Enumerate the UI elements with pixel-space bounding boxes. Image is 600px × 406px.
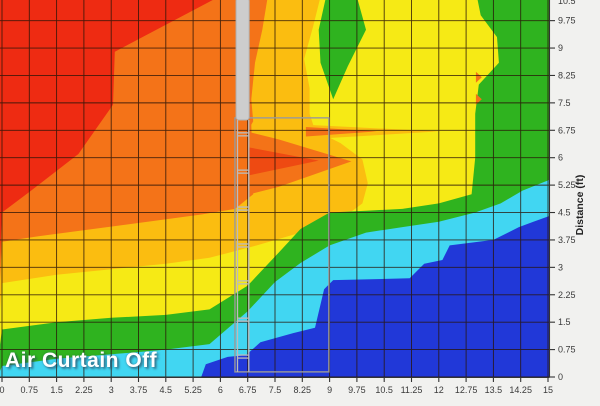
x-tick-label: 3 — [109, 385, 114, 395]
y-tick-label: 9 — [558, 43, 563, 53]
x-tick-label: 7.5 — [269, 385, 282, 395]
x-tick-label: 3.75 — [130, 385, 148, 395]
y-tick-label: 7.5 — [558, 98, 571, 108]
door-ladder — [236, 120, 250, 372]
x-tick-label: 6 — [218, 385, 223, 395]
x-tick-label: 1.5 — [50, 385, 63, 395]
x-tick-label: 2.25 — [75, 385, 93, 395]
x-tick-label: 8.25 — [294, 385, 312, 395]
chart-title-overlay: Air Curtain Off — [5, 349, 158, 372]
y-tick-label: 6.75 — [558, 125, 576, 135]
x-tick-label: 0 — [0, 385, 5, 395]
x-tick-label: 13.5 — [485, 385, 503, 395]
air-curtain-bar — [235, 0, 250, 121]
band-green-enclave-top — [318, 0, 366, 100]
band-amber-jet-streak — [305, 124, 439, 140]
y-tick-label: 8.25 — [558, 70, 576, 80]
x-tick-label: 15 — [543, 385, 553, 395]
x-tick-label: 12.75 — [455, 385, 478, 395]
axes — [0, 0, 555, 382]
y-tick-label: 2.25 — [558, 290, 576, 300]
y-tick-label: 9.75 — [558, 16, 576, 26]
x-tick-label: 4.5 — [160, 385, 173, 395]
y-tick-label: 0 — [558, 372, 563, 382]
x-tick-label: 11.25 — [401, 385, 423, 395]
y-axis-title: Distance (ft) — [574, 175, 586, 236]
y-tick-label: 3.75 — [558, 235, 576, 245]
band-orange-speck-2 — [475, 93, 482, 105]
x-tick-label: 9 — [327, 385, 332, 395]
x-tick-label: 12 — [434, 385, 444, 395]
x-tick-label: 6.75 — [239, 385, 257, 395]
y-tick-label: 6 — [558, 153, 563, 163]
y-tick-label: 5.25 — [558, 180, 576, 190]
band-hot-core-wedge — [249, 147, 319, 176]
x-tick-label: 10.5 — [375, 385, 393, 395]
display-case-frame — [234, 117, 330, 373]
x-tick-label: 5.25 — [184, 385, 202, 395]
y-tick-label-partial: 10.5 — [558, 0, 576, 6]
door-structures — [234, 0, 330, 373]
x-tick-label: 9.75 — [348, 385, 366, 395]
band-orange-speck-1 — [475, 71, 482, 83]
band-orange-jet-streak — [305, 127, 377, 137]
band-blue-region — [201, 216, 549, 377]
y-tick-label: 0.75 — [558, 345, 576, 355]
y-tick-label: 4.5 — [558, 208, 571, 218]
x-tick-label: 0.75 — [21, 385, 39, 395]
y-tick-label: 1.5 — [558, 317, 571, 327]
y-tick-label: 3 — [558, 262, 563, 272]
tick-labels: 0 0.75 1.5 2.25 3 3.75 4.5 5.25 6 6.75 7.5 8.25 9 9.7… — [0, 0, 576, 395]
x-tick-label: 14.25 — [509, 385, 532, 395]
